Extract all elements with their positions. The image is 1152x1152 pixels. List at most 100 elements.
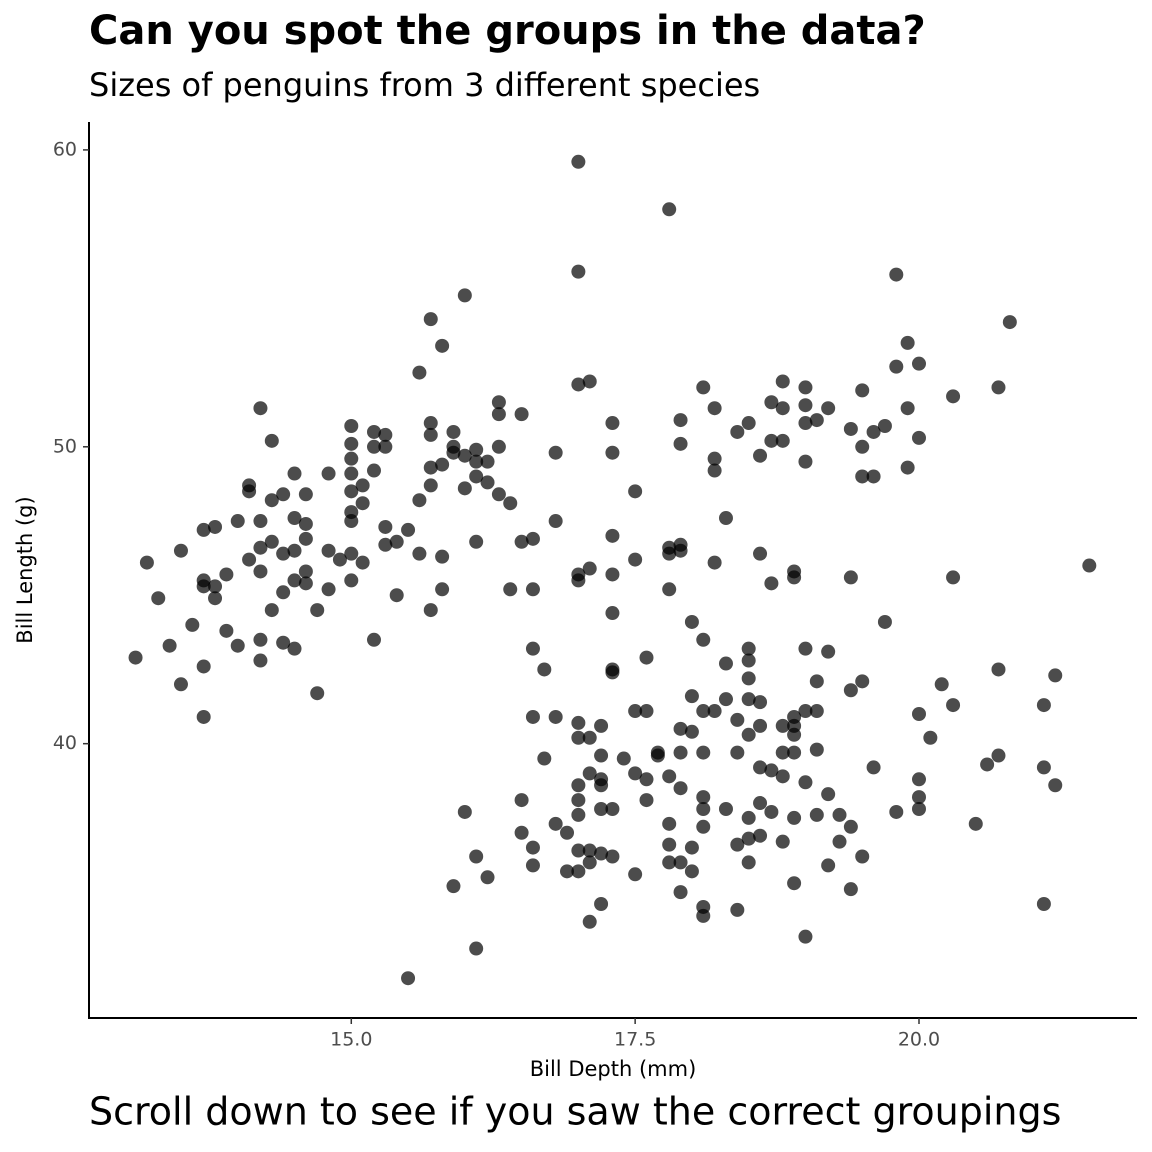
point [605, 445, 620, 460]
point [548, 709, 563, 724]
point [594, 801, 609, 816]
point [1036, 698, 1051, 713]
point [718, 656, 733, 671]
point [707, 555, 722, 570]
point [571, 807, 586, 822]
point [491, 487, 506, 502]
point [287, 543, 302, 558]
point [673, 855, 688, 870]
point [344, 514, 359, 529]
point [571, 715, 586, 730]
point [128, 650, 143, 665]
point [571, 864, 586, 879]
point [628, 766, 643, 781]
point [775, 718, 790, 733]
point [707, 704, 722, 719]
point [696, 801, 711, 816]
point [650, 748, 665, 763]
point [741, 727, 756, 742]
point [616, 751, 631, 766]
point [900, 335, 915, 350]
point [946, 389, 961, 404]
point [662, 816, 677, 831]
point [843, 421, 858, 436]
point [900, 401, 915, 416]
point [378, 537, 393, 552]
point [253, 564, 268, 579]
point [787, 570, 802, 585]
point [469, 849, 484, 864]
point [753, 760, 768, 775]
point [662, 837, 677, 852]
point [605, 567, 620, 582]
y-tick-label: 40 [53, 732, 77, 754]
point [855, 674, 870, 689]
point [628, 704, 643, 719]
point [741, 416, 756, 431]
point [605, 801, 620, 816]
point [423, 460, 438, 475]
point [548, 514, 563, 529]
point [276, 585, 291, 600]
point [469, 941, 484, 956]
point [287, 641, 302, 656]
point [639, 650, 654, 665]
point [673, 885, 688, 900]
point [809, 413, 824, 428]
point [775, 834, 790, 849]
point [980, 757, 995, 772]
point [435, 549, 450, 564]
point [696, 704, 711, 719]
point [230, 638, 245, 653]
point [571, 843, 586, 858]
point [662, 546, 677, 561]
point [412, 365, 427, 380]
point [469, 534, 484, 549]
point [560, 864, 575, 879]
point [741, 855, 756, 870]
point [423, 603, 438, 618]
point [230, 514, 245, 529]
point [401, 522, 416, 537]
point [525, 582, 540, 597]
y-tick-label: 50 [53, 435, 77, 457]
point [684, 724, 699, 739]
point [798, 380, 813, 395]
point [139, 555, 154, 570]
point [548, 816, 563, 831]
point [287, 573, 302, 588]
point [242, 484, 257, 499]
point [696, 380, 711, 395]
point [469, 442, 484, 457]
point [435, 457, 450, 472]
point [469, 454, 484, 469]
point [662, 855, 677, 870]
point [219, 623, 234, 638]
point [196, 522, 211, 537]
point [775, 745, 790, 760]
point [344, 419, 359, 434]
point [730, 902, 745, 917]
point [855, 849, 870, 864]
point [162, 638, 177, 653]
point [423, 416, 438, 431]
point [911, 706, 926, 721]
point [843, 683, 858, 698]
point [911, 772, 926, 787]
point [798, 416, 813, 431]
point [923, 730, 938, 745]
point [889, 267, 904, 282]
point [582, 855, 597, 870]
point [798, 398, 813, 413]
point [946, 698, 961, 713]
point [684, 614, 699, 629]
point [911, 356, 926, 371]
point [877, 614, 892, 629]
point [741, 810, 756, 825]
point [525, 709, 540, 724]
point [696, 790, 711, 805]
point [753, 718, 768, 733]
point [423, 427, 438, 442]
point [787, 727, 802, 742]
point [491, 395, 506, 410]
